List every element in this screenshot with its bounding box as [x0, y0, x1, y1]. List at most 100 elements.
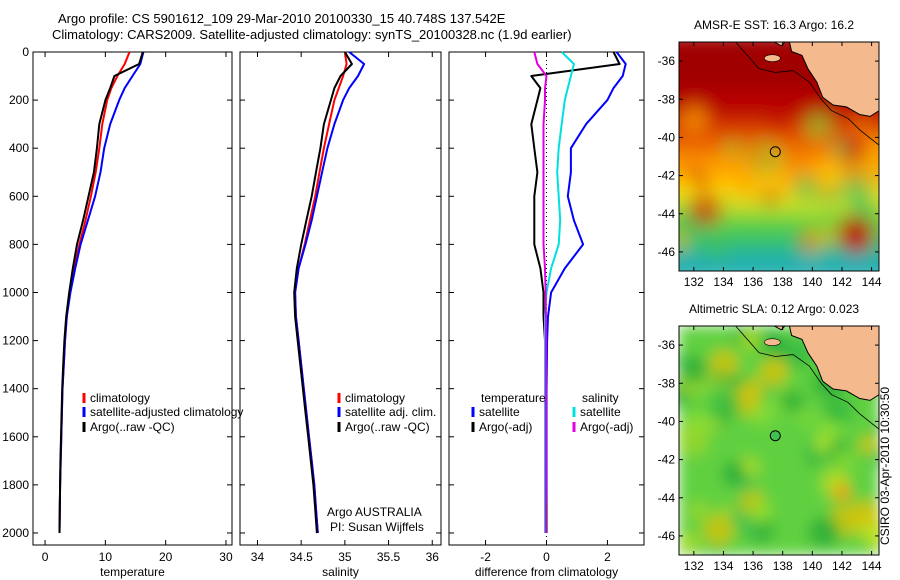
field-blob — [713, 547, 724, 555]
x-tick-label: 138 — [773, 559, 793, 573]
annotation-line: Argo AUSTRALIA — [327, 505, 422, 519]
x-tick-label: 0 — [42, 550, 49, 564]
field-blob — [710, 419, 722, 430]
field-blob — [846, 162, 865, 181]
x-tick-label: 134 — [713, 275, 733, 289]
y-tick-label: 200 — [9, 93, 29, 107]
legend-label: satellite-adjusted climatology — [90, 405, 243, 419]
y-tick-label: -42 — [658, 169, 676, 183]
x-tick-label: 140 — [802, 559, 822, 573]
legend-label: satellite — [479, 405, 520, 419]
field-blob — [771, 115, 786, 131]
field-blob — [846, 182, 867, 204]
legend-label: climatology — [345, 391, 405, 405]
x-tick-label: 132 — [684, 275, 704, 289]
y-tick-label: 0 — [22, 45, 29, 59]
field-blob — [723, 139, 741, 157]
field-blob — [851, 499, 879, 527]
y-tick-label: -40 — [658, 130, 676, 144]
field-blob — [805, 451, 821, 467]
x-tick-label: 0 — [543, 550, 550, 564]
y-tick-label: 600 — [9, 189, 29, 203]
field-blob — [825, 397, 855, 426]
field-blob — [825, 148, 838, 162]
map-frame — [678, 41, 880, 272]
field-blob — [777, 360, 788, 372]
field-blob — [765, 385, 777, 397]
series-line — [293, 51, 353, 534]
x-tick-label: 134 — [713, 559, 733, 573]
kangaroo-island — [764, 338, 781, 347]
x-tick-label: 138 — [773, 275, 793, 289]
field-blob — [680, 533, 699, 552]
field-blob — [688, 501, 710, 522]
field-blob — [790, 337, 806, 354]
x-axis-label: salinity — [322, 565, 359, 579]
field-blob — [808, 516, 840, 548]
plot-frame — [239, 51, 442, 546]
field-blob — [721, 460, 747, 486]
figure-title-line1: Argo profile: CS 5901612_109 29-Mar-2010… — [58, 11, 506, 26]
x-tick-label: 144 — [862, 275, 882, 289]
field-blob — [680, 105, 708, 132]
field-blob — [834, 448, 855, 469]
field-blob — [748, 500, 773, 525]
legend-title: temperature — [481, 391, 546, 405]
field-blob — [872, 423, 879, 435]
shelf-contour — [735, 326, 879, 430]
legend-label: Argo(-adj) — [580, 420, 633, 434]
x-axis-label: temperature — [100, 565, 165, 579]
land-australia — [773, 326, 879, 401]
field-blob — [703, 514, 734, 546]
y-tick-label: 1000 — [2, 285, 29, 299]
x-tick-label: 35.5 — [377, 550, 401, 564]
field-blob — [749, 145, 771, 167]
field-blob — [679, 355, 708, 385]
legend-label: climatology — [90, 391, 150, 405]
x-axis-label: difference from climatology — [475, 565, 618, 579]
map-field — [679, 42, 879, 271]
y-tick-label: 1200 — [2, 334, 29, 348]
field-blob — [864, 134, 879, 162]
field-blob — [686, 164, 703, 181]
legend-label: satellite — [580, 405, 621, 419]
series-line — [58, 51, 144, 534]
field-blob — [679, 231, 689, 251]
field-blob — [804, 111, 833, 140]
y-tick-label: -46 — [658, 245, 676, 259]
map-frame — [678, 325, 880, 556]
y-tick-label: -38 — [658, 92, 676, 106]
x-tick-label: 142 — [832, 559, 852, 573]
field-blob — [739, 329, 761, 351]
field-blob — [814, 435, 832, 452]
field-blob — [837, 215, 874, 252]
shelf-contour — [735, 42, 879, 146]
field-blob — [832, 483, 851, 502]
x-tick-label: 34.5 — [289, 550, 313, 564]
panel-salinity: 34 34.5 35 35.5 36 salinity climatologysatelli… — [239, 51, 442, 579]
map-field — [679, 326, 879, 555]
legend-label: satellite adj. clim. — [345, 405, 436, 419]
kangaroo-island — [764, 54, 781, 63]
y-tick-label: 1400 — [2, 382, 29, 396]
y-tick-label: 1600 — [2, 430, 29, 444]
field-blob — [762, 189, 779, 206]
x-tick-label: -2 — [480, 550, 491, 564]
legend-label: Argo(-adj) — [479, 420, 532, 434]
series-line — [294, 51, 348, 534]
field-blob — [800, 411, 814, 425]
x-tick-label: 36 — [426, 550, 440, 564]
plot-frame — [32, 51, 233, 546]
y-tick-label: 800 — [9, 237, 29, 251]
x-tick-label: 35 — [338, 550, 352, 564]
field-blob — [741, 378, 764, 401]
y-tick-label: -42 — [658, 453, 676, 467]
field-blob — [793, 175, 818, 200]
field-blob — [732, 175, 759, 203]
field-blob — [714, 370, 730, 386]
float-marker — [769, 430, 781, 442]
legend-title: salinity — [582, 391, 619, 405]
